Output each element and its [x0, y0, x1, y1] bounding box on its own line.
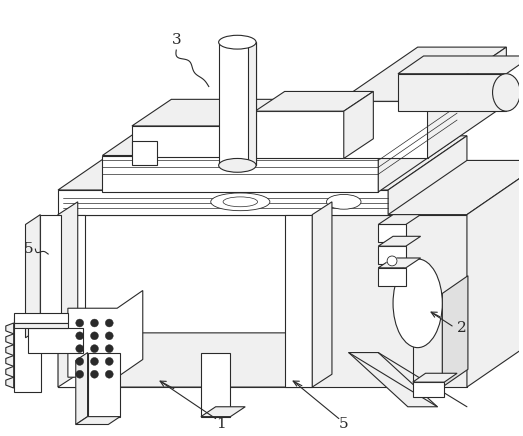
Circle shape: [76, 345, 84, 353]
Polygon shape: [467, 160, 523, 387]
Bar: [87, 353, 120, 417]
Bar: [378, 268, 406, 286]
Polygon shape: [58, 136, 467, 190]
Polygon shape: [68, 290, 143, 377]
Polygon shape: [388, 136, 467, 215]
Text: 5: 5: [24, 242, 33, 256]
Text: 2: 2: [457, 321, 467, 335]
Bar: [14, 313, 68, 323]
Bar: [285, 215, 312, 387]
Bar: [309, 215, 467, 387]
Polygon shape: [398, 56, 523, 74]
Ellipse shape: [393, 259, 442, 347]
Polygon shape: [378, 101, 457, 192]
Text: 1: 1: [215, 418, 225, 432]
Polygon shape: [201, 407, 245, 417]
Polygon shape: [76, 353, 87, 425]
Polygon shape: [58, 160, 388, 215]
Polygon shape: [442, 276, 468, 387]
Bar: [14, 318, 41, 392]
Circle shape: [76, 358, 84, 365]
Bar: [413, 382, 444, 397]
Polygon shape: [339, 47, 506, 101]
Text: 3: 3: [172, 33, 181, 47]
Bar: [58, 215, 85, 387]
Circle shape: [90, 319, 98, 327]
Circle shape: [90, 358, 98, 365]
Polygon shape: [255, 99, 294, 157]
Circle shape: [105, 319, 113, 327]
Bar: [40, 215, 61, 328]
Bar: [413, 293, 442, 387]
Bar: [58, 215, 309, 387]
Bar: [103, 156, 378, 192]
Circle shape: [105, 358, 113, 365]
Bar: [58, 190, 388, 215]
Circle shape: [105, 332, 113, 340]
Bar: [339, 101, 427, 158]
Polygon shape: [378, 215, 420, 225]
Polygon shape: [58, 202, 78, 387]
Polygon shape: [413, 373, 457, 382]
Polygon shape: [6, 345, 14, 355]
Polygon shape: [6, 323, 14, 334]
Circle shape: [76, 319, 84, 327]
Polygon shape: [103, 101, 457, 156]
Circle shape: [76, 332, 84, 340]
Polygon shape: [26, 215, 40, 338]
Circle shape: [387, 256, 397, 266]
Ellipse shape: [219, 35, 256, 49]
Polygon shape: [349, 353, 437, 407]
Ellipse shape: [211, 193, 270, 211]
Polygon shape: [255, 92, 373, 111]
Polygon shape: [312, 202, 332, 387]
Polygon shape: [76, 417, 120, 425]
Circle shape: [105, 370, 113, 378]
Polygon shape: [58, 333, 388, 387]
Polygon shape: [378, 236, 420, 246]
Polygon shape: [427, 47, 506, 158]
Polygon shape: [6, 377, 14, 388]
Ellipse shape: [326, 194, 361, 209]
Ellipse shape: [223, 197, 257, 207]
Ellipse shape: [493, 74, 520, 111]
Bar: [132, 126, 255, 157]
Bar: [248, 42, 256, 165]
Bar: [28, 328, 83, 353]
Polygon shape: [378, 258, 420, 268]
Polygon shape: [132, 99, 294, 126]
Circle shape: [90, 370, 98, 378]
Bar: [132, 141, 156, 165]
Circle shape: [76, 370, 84, 378]
Bar: [201, 353, 231, 417]
Bar: [378, 225, 406, 242]
Circle shape: [105, 345, 113, 353]
Bar: [14, 323, 68, 328]
Polygon shape: [309, 160, 388, 387]
Bar: [378, 246, 406, 264]
Circle shape: [90, 345, 98, 353]
Text: 5: 5: [339, 418, 349, 432]
Polygon shape: [6, 366, 14, 377]
Bar: [398, 74, 506, 111]
Circle shape: [90, 332, 98, 340]
Polygon shape: [6, 334, 14, 345]
Polygon shape: [6, 355, 14, 366]
Bar: [255, 111, 344, 158]
Polygon shape: [309, 160, 523, 215]
Bar: [219, 42, 256, 165]
Circle shape: [387, 256, 397, 266]
Ellipse shape: [219, 158, 256, 172]
Polygon shape: [344, 92, 373, 158]
